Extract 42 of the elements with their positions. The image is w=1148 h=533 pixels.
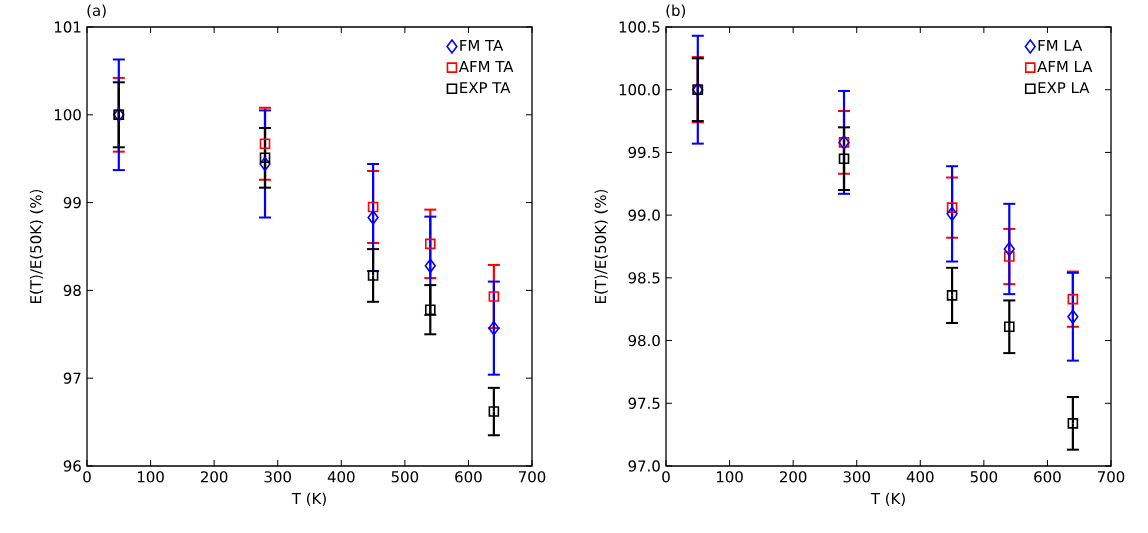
y-tick-label: 99.5 (628, 146, 660, 159)
y-tick-label: 98.0 (628, 334, 660, 347)
y-tick-label: 99 (63, 196, 81, 209)
legend-label: EXP LA (1038, 82, 1090, 94)
x-tick-label: 0 (83, 471, 91, 483)
y-tick-label: 98.5 (628, 272, 660, 284)
y-tick-label: 100.5 (619, 21, 660, 33)
x-tick-label: 700 (518, 471, 546, 483)
x-tick-label: 600 (1034, 471, 1061, 483)
x-tick-label: 700 (1097, 471, 1125, 483)
y-axis-title: E(T)/E(50K) (%) (594, 189, 608, 303)
chart-title: (a) (87, 4, 106, 18)
x-tick-label: 600 (455, 471, 482, 483)
y-axis-title: E(T)/E(50K) (%) (29, 189, 44, 303)
x-tick-label: 200 (200, 471, 228, 483)
legend-label: FM LA (1038, 39, 1083, 51)
chart-title: (b) (666, 4, 686, 18)
y-tick-label: 101 (54, 21, 81, 33)
y-tick-label: 100 (54, 109, 81, 121)
y-tick-label: 100.0 (619, 84, 660, 96)
y-tick-label: 98 (63, 284, 81, 297)
x-tick-label: 0 (662, 471, 670, 483)
y-tick-label: 97.0 (628, 460, 660, 472)
x-tick-label: 400 (906, 471, 934, 483)
x-tick-label: 300 (843, 471, 870, 483)
y-tick-label: 97.5 (628, 397, 660, 409)
legend-label: FM TA (460, 39, 504, 51)
x-tick-label: 100 (137, 471, 164, 483)
legend-label: AFM TA (458, 61, 514, 72)
x-tick-label: 500 (391, 471, 419, 483)
x-tick-label: 400 (327, 471, 355, 483)
y-tick-label: 97 (63, 372, 81, 384)
x-tick-label: 500 (970, 471, 998, 483)
x-tick-label: 200 (779, 471, 807, 483)
x-tick-label: 100 (716, 471, 743, 483)
y-tick-label: 96 (63, 460, 81, 472)
legend-label: AFM LA (1037, 61, 1093, 72)
x-axis-title: T (K) (870, 492, 905, 506)
x-tick-label: 300 (264, 471, 291, 483)
x-axis-title: T (K) (291, 492, 326, 506)
y-tick-label: 99.0 (628, 209, 660, 221)
legend-label: EXP TA (460, 82, 511, 94)
